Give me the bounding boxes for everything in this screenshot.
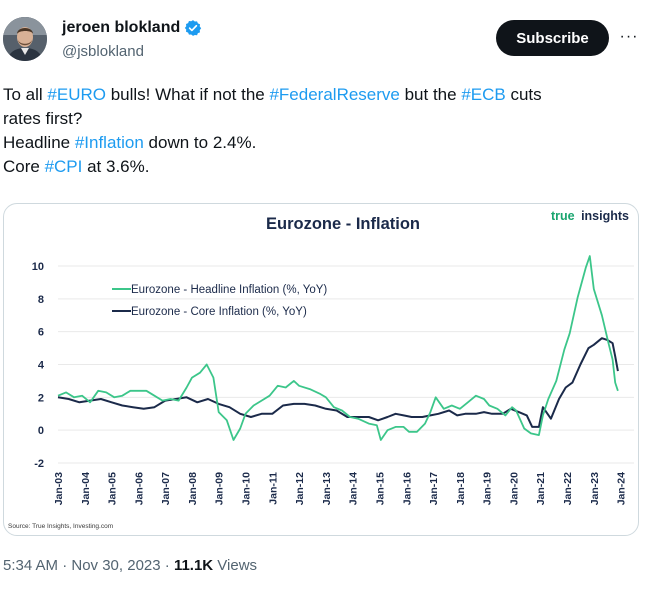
core-inflation-line [57,337,619,428]
x-tick-label: Jan-20 [508,472,520,505]
tweet-line-1: To all #EURO bulls! What if not the #Fed… [3,83,653,107]
x-tick-label: Jan-21 [535,472,547,505]
views-count: 11.1K [173,557,214,574]
author-name-text[interactable]: jeroen blokland [62,19,181,36]
x-tick-label: Jan-03 [53,472,65,505]
y-tick-label: 8 [38,294,44,306]
verified-badge-icon[interactable] [184,19,202,37]
tweet-text-segment: Core [3,157,45,176]
chart-source: Source: True Insights, Investing.com [8,523,113,530]
author-avatar[interactable] [3,17,47,61]
chart-title: Eurozone - Inflation [266,215,420,233]
series-layer [57,255,619,441]
x-tick-label: Jan-16 [401,472,413,505]
author-name[interactable]: jeroen blokland [62,19,202,37]
legend-label: Eurozone - Headline Inflation (%, YoY) [131,284,327,296]
y-tick-label: 6 [38,327,44,339]
chart-image[interactable]: Eurozone - Inflation true insights -2 0 2 4… [3,203,639,536]
tweet-line-4: Core #CPI at 3.6%. [3,155,653,179]
x-tick-label: Jan-10 [241,472,253,505]
x-tick-label: Jan-22 [562,472,574,505]
x-tick-label: Jan-11 [267,472,279,505]
tweet-text-segment: but the [399,85,462,104]
tweet-text-segment: Headline [3,133,75,152]
y-tick-label: 2 [38,392,44,404]
headline-inflation-line [57,255,619,441]
tweet-text-segment: down to 2.4%. [143,133,257,152]
hashtag-link[interactable]: #ECB [461,85,506,104]
hashtag-link[interactable]: #Inflation [74,133,144,152]
x-tick-label: Jan-18 [455,472,467,505]
tweet-line-3: Headline #Inflation down to 2.4%. [3,131,653,155]
x-tick-label: Jan-24 [616,472,628,505]
x-axis: Jan-03 Jan-04 Jan-05 Jan-06 Jan-07 Jan-08 Jan-… [53,472,628,505]
x-tick-label: Jan-09 [214,472,226,505]
author-handle[interactable]: @jsblokland [62,43,144,60]
inflation-chart: Eurozone - Inflation true insights -2 0 2 4… [8,209,634,530]
y-tick-label: -2 [34,458,44,470]
chart-legend: Eurozone - Headline Inflation (%, YoY) Eu… [112,284,327,318]
y-tick-label: 0 [38,425,44,437]
tweet-text: To all #EURO bulls! What if not the #Fed… [3,83,653,179]
x-tick-label: Jan-04 [80,472,92,505]
x-tick-label: Jan-08 [187,472,199,505]
y-axis: -2 0 2 4 6 8 10 [32,261,634,470]
tweet-line-2: rates first? [3,107,653,131]
x-tick-label: Jan-23 [589,472,601,505]
x-tick-label: Jan-05 [107,472,119,505]
tweet-text-segment: rates first? [3,109,83,128]
tweet-timestamp[interactable]: 5:34 AM · Nov 30, 2023 · [3,557,174,574]
hashtag-link[interactable]: #FederalReserve [269,85,400,104]
brand-logo: true insights [551,209,629,223]
x-tick-label: Jan-17 [428,472,440,505]
subscribe-button[interactable]: Subscribe [496,20,609,56]
y-tick-label: 4 [38,360,45,372]
x-tick-label: Jan-19 [482,472,494,505]
x-tick-label: Jan-13 [321,472,333,505]
x-tick-label: Jan-12 [294,472,306,505]
hashtag-link[interactable]: #CPI [44,157,83,176]
x-tick-label: Jan-15 [374,472,386,505]
tweet-meta: 5:34 AM · Nov 30, 2023 · 11.1K Views [3,557,257,574]
tweet-text-segment: To all [3,85,48,104]
brand-logo-insights: insights [581,209,629,223]
y-tick-label: 10 [32,261,44,273]
more-options-icon[interactable]: ··· [619,28,639,45]
x-tick-label: Jan-06 [133,472,145,505]
hashtag-link[interactable]: #EURO [47,85,106,104]
brand-logo-true: true [551,209,575,223]
tweet-text-segment: cuts [505,85,542,104]
x-tick-label: Jan-07 [160,472,172,505]
tweet-text-segment: bulls! What if not the [106,85,270,104]
tweet-text-segment: at 3.6%. [82,157,150,176]
legend-label: Eurozone - Core Inflation (%, YoY) [131,306,307,318]
views-label: Views [213,557,258,574]
x-tick-label: Jan-14 [348,472,360,505]
